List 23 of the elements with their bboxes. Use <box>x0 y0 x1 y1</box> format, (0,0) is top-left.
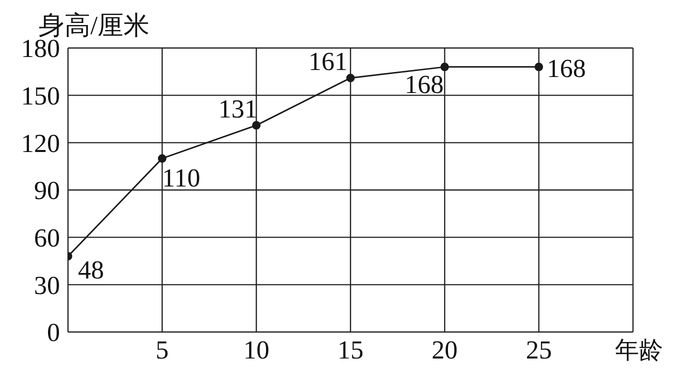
y-tick-label: 60 <box>34 224 60 253</box>
y-tick-label: 120 <box>21 128 60 158</box>
y-tick-label: 150 <box>21 82 60 111</box>
point <box>346 74 355 82</box>
data-label: 161 <box>308 46 348 76</box>
x-tick-label: 10 <box>243 335 270 364</box>
data-label: 48 <box>78 255 104 284</box>
x-axis-title: 年龄 <box>615 338 663 364</box>
point <box>158 154 166 163</box>
point <box>534 62 544 72</box>
x-tick-label: 5 <box>156 335 169 364</box>
data-label: 110 <box>162 163 200 192</box>
x-tick-label: 15 <box>338 335 364 364</box>
x-tick-label: 20 <box>432 335 458 364</box>
point <box>252 121 261 130</box>
data-label: 131 <box>218 94 258 124</box>
data-label: 168 <box>546 54 586 83</box>
point <box>440 62 449 72</box>
y-tick-label: 30 <box>34 270 60 300</box>
data-label: 168 <box>404 70 444 99</box>
y-tick-label: 90 <box>34 176 60 206</box>
y-tick-label: 0 <box>47 318 60 348</box>
x-tick-label: 25 <box>526 335 552 364</box>
